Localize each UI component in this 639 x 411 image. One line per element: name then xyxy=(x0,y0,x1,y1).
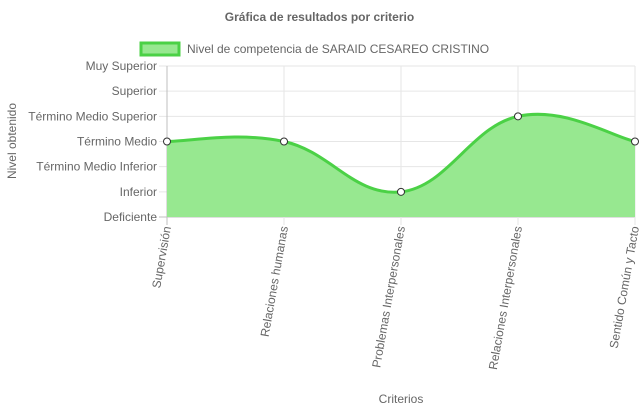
x-tick-label: Relaciones Interpersonales xyxy=(486,225,525,371)
data-point[interactable] xyxy=(397,187,405,196)
legend-swatch xyxy=(139,41,181,57)
data-point[interactable] xyxy=(631,137,639,146)
series-fill xyxy=(167,114,635,217)
x-axis-title: Criterios xyxy=(379,392,424,406)
data-point[interactable] xyxy=(163,137,171,146)
chart-title: Gráfica de resultados por criterio xyxy=(225,10,414,24)
y-tick-label: Inferior xyxy=(120,185,157,199)
x-tick-label: Sentido Común y Tacto xyxy=(607,225,639,350)
y-tick-label: Muy Superior xyxy=(86,59,157,73)
y-axis-ticks: Deficiente Inferior Término Medio Inferior… xyxy=(28,59,157,224)
y-tick-label: Término Medio Superior xyxy=(28,109,157,123)
data-point[interactable] xyxy=(280,137,288,146)
y-tick-label: Deficiente xyxy=(104,210,158,224)
legend[interactable]: Nivel de competencia de SARAID CESAREO C… xyxy=(139,41,489,57)
data-points xyxy=(163,112,639,196)
y-tick-label: Superior xyxy=(112,84,157,98)
x-axis-ticks: Supervisión Relaciones humanas Problemas I… xyxy=(149,225,639,371)
data-point[interactable] xyxy=(514,112,522,121)
x-tick-label: Relaciones humanas xyxy=(258,225,291,338)
legend-label: Nivel de competencia de SARAID CESAREO C… xyxy=(187,42,489,56)
y-tick-label: Término Medio Inferior xyxy=(36,160,157,174)
x-tick-label: Supervisión xyxy=(149,225,174,289)
y-axis-title: Nivel obtenido xyxy=(5,103,19,179)
x-tick-label: Problemas Interpersonales xyxy=(369,225,408,369)
y-tick-label: Término Medio xyxy=(77,135,157,149)
